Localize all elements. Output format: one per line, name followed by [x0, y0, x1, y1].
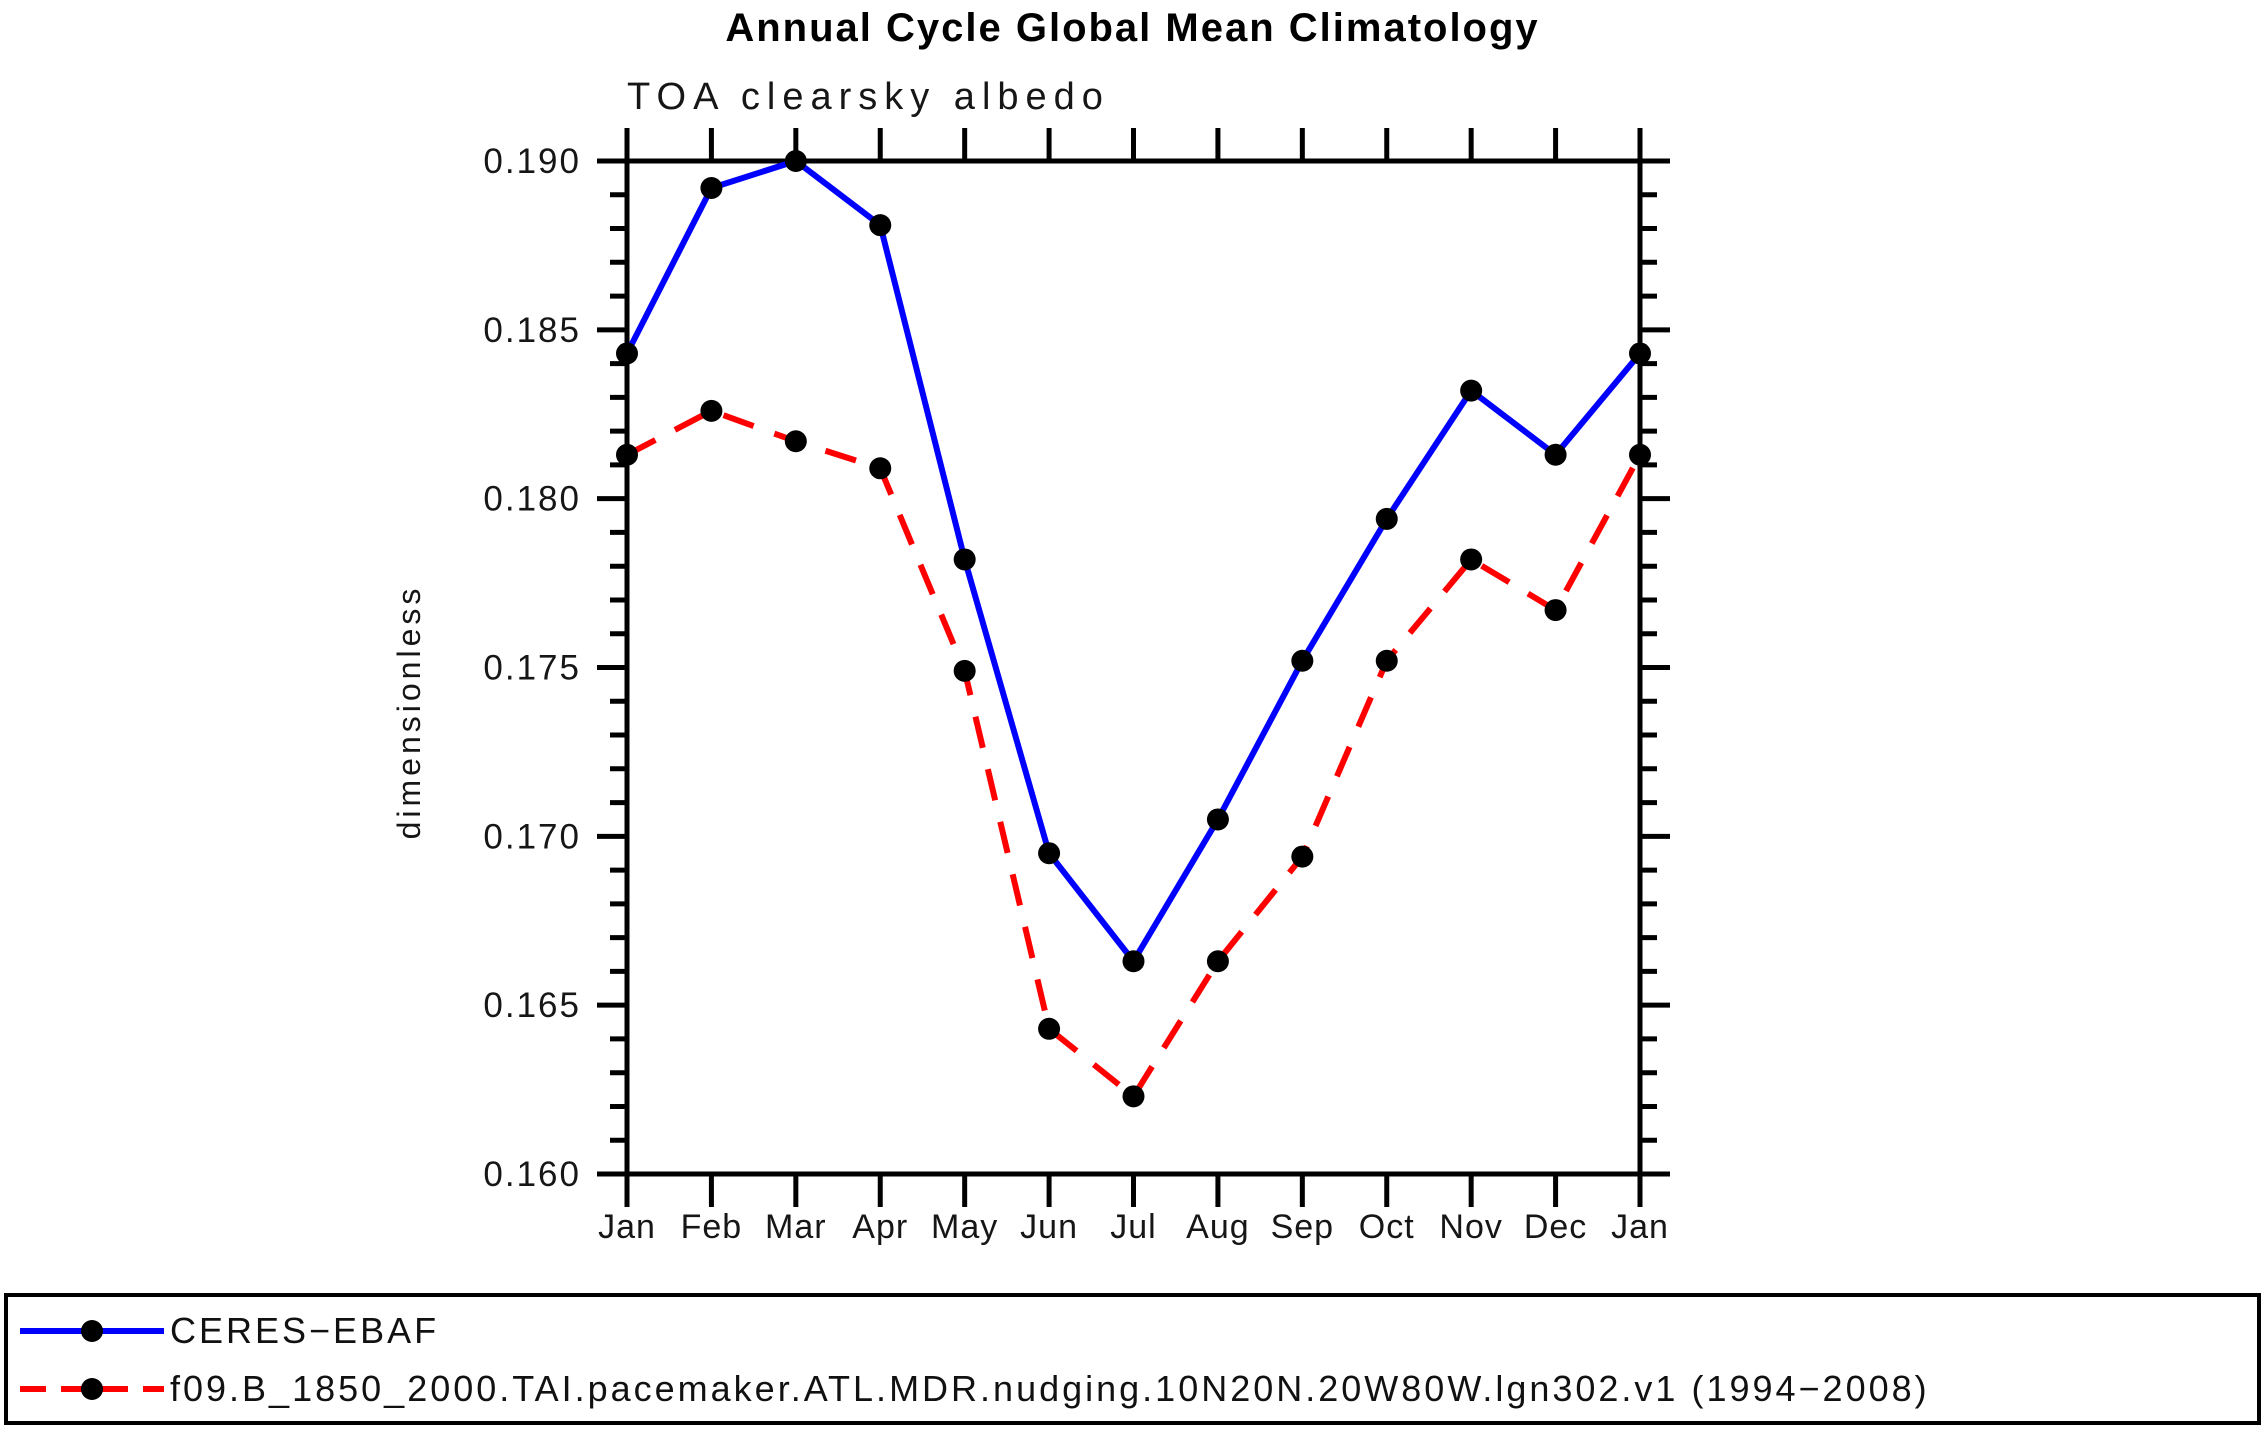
x-axis: Jan Feb Mar Apr May Jun Jul Aug Sep Oct Nov Dec Jan [598, 128, 1669, 1246]
data-point-marker [1460, 548, 1483, 571]
legend-label-model-run: f09.B_1850_2000.TAI.pacemaker.ATL.MDR.nu… [170, 1368, 1930, 1409]
legend-entry-ceres-ebaf: CERES−EBAF [16, 1309, 439, 1353]
y-tick-label: 0.160 [483, 1155, 581, 1194]
chart-title: Annual Cycle Global Mean Climatology [725, 6, 1540, 50]
data-point-marker [1291, 649, 1314, 672]
data-point-marker [1375, 649, 1398, 672]
data-point-marker [1375, 507, 1398, 530]
y-tick-label: 0.185 [483, 311, 581, 350]
data-point-marker [1038, 1017, 1061, 1040]
x-tick-label: May [931, 1208, 998, 1246]
legend-sample-line-dashed [20, 1378, 164, 1400]
x-tick-label: Aug [1186, 1208, 1250, 1246]
data-point-marker [1038, 842, 1061, 865]
x-tick-label: Jun [1020, 1208, 1078, 1246]
x-tick-label: Jul [1110, 1208, 1156, 1246]
x-tick-label: Mar [765, 1208, 827, 1246]
data-point-marker [1460, 379, 1483, 402]
legend-label-ceres-ebaf: CERES−EBAF [170, 1310, 440, 1351]
y-tick-label: 0.175 [483, 649, 581, 688]
data-point-marker [1544, 443, 1567, 466]
y-axis: 0.160 0.165 0.170 0.175 0.180 0.185 0.190 [483, 142, 1670, 1194]
data-point-marker [1122, 1085, 1145, 1108]
x-tick-label: Apr [852, 1208, 908, 1246]
x-tick-label: Sep [1271, 1208, 1335, 1246]
data-point-marker [616, 342, 638, 365]
plot-box [624, 158, 1643, 1177]
data-point-marker [616, 443, 638, 466]
data-point-marker [953, 659, 976, 682]
data-point-marker [1629, 342, 1651, 365]
data-point-marker [700, 399, 723, 422]
x-tick-label: Dec [1524, 1208, 1587, 1246]
y-tick-label: 0.190 [483, 142, 581, 181]
data-point-marker [1544, 599, 1567, 622]
data-point-marker [784, 430, 807, 453]
x-tick-label: Oct [1359, 1208, 1415, 1246]
series-line [625, 407, 1643, 1101]
legend: CERES−EBAF f09.B_1850_2000.TAI.pacemaker… [4, 1293, 2261, 1425]
data-point-marker [953, 548, 976, 571]
y-tick-label: 0.170 [483, 817, 581, 856]
x-tick-label: Jan [1611, 1208, 1669, 1246]
series-ceres-ebaf [616, 150, 1651, 973]
data-point-marker [1206, 950, 1229, 973]
data-point-marker [700, 177, 723, 200]
data-point-marker [869, 457, 892, 480]
data-point-marker [1122, 950, 1145, 973]
data-point-marker [1291, 845, 1314, 868]
data-point-marker [1206, 808, 1229, 831]
legend-sample-line-solid [20, 1320, 164, 1342]
data-point-marker [869, 214, 892, 237]
x-tick-label: Feb [681, 1208, 743, 1246]
chart-subtitle: TOA clearsky albedo [627, 76, 1110, 118]
data-point-marker [1629, 443, 1651, 466]
series-line [624, 157, 1643, 967]
y-tick-label: 0.165 [483, 986, 581, 1025]
y-tick-label: 0.180 [483, 480, 581, 519]
x-tick-label: Jan [598, 1208, 656, 1246]
legend-entry-model-run: f09.B_1850_2000.TAI.pacemaker.ATL.MDR.nu… [16, 1367, 1930, 1411]
series-model-run [616, 399, 1651, 1108]
x-tick-label: Nov [1439, 1208, 1502, 1246]
data-point-marker [784, 150, 807, 172]
